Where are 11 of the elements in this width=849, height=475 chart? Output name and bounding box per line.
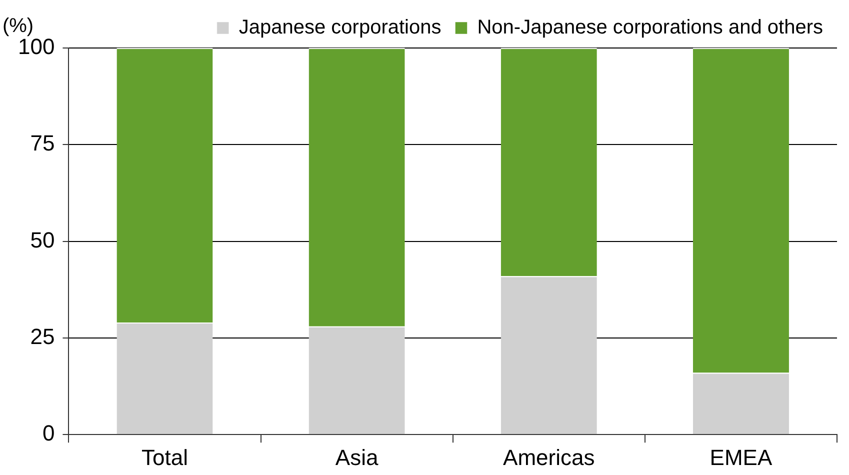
y-tick-label: 75	[30, 130, 55, 156]
y-axis-title: (%)	[2, 15, 34, 37]
y-tick-label: 0	[42, 420, 55, 446]
legend-label: Japanese corporations	[238, 16, 442, 39]
x-tick-label: Asia	[335, 444, 379, 470]
x-tick-label: EMEA	[710, 444, 772, 470]
x-tick-label: Americas	[503, 444, 595, 470]
y-tick-label: 50	[30, 227, 55, 252]
legend-label: Non-Japanese corporations and others	[477, 16, 824, 39]
x-tick-label: Total	[142, 444, 188, 470]
y-tick-label: 25	[30, 324, 55, 350]
